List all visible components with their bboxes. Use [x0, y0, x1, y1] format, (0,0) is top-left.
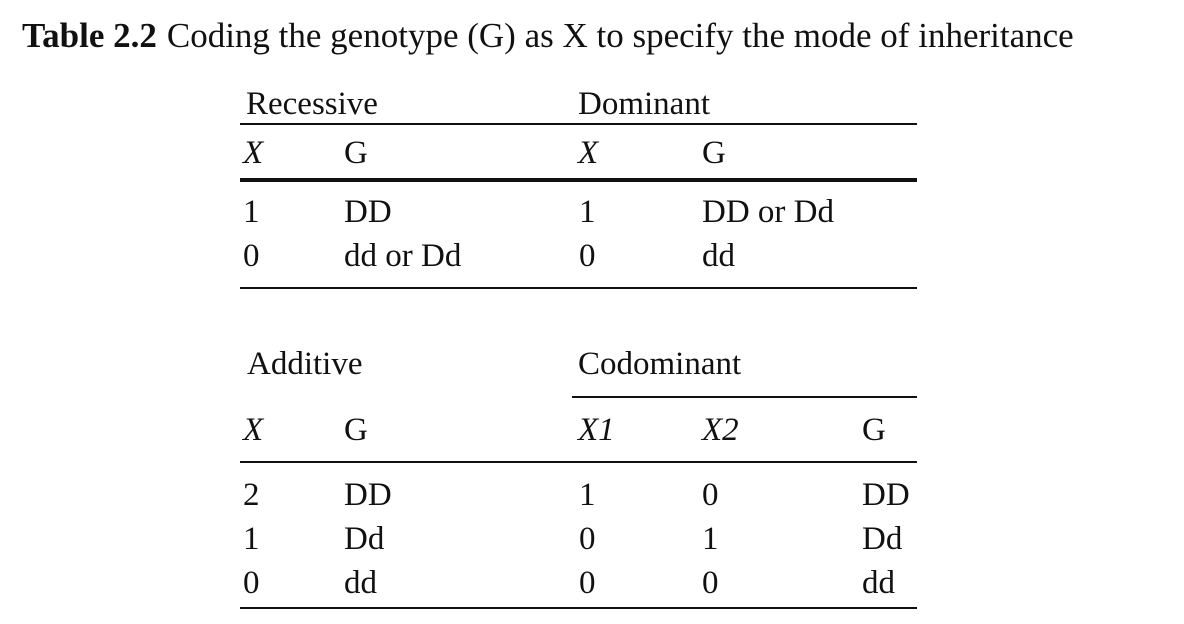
codominant-x1-cell: 1	[579, 477, 596, 513]
recessive-title: Recessive	[246, 86, 378, 122]
recessive-g-cell: dd or Dd	[344, 238, 462, 274]
recessive-header-x: X	[243, 135, 264, 171]
codominant-title: Codominant	[578, 346, 742, 382]
table-number: Table 2.2	[22, 16, 157, 55]
codominant-top-rule	[572, 396, 917, 398]
codominant-x2-cell: 0	[702, 565, 719, 601]
dominant-x-cell: 0	[579, 238, 596, 274]
header-rule	[240, 461, 917, 463]
bottom-rule	[240, 607, 917, 609]
recessive-x-cell: 1	[243, 194, 260, 230]
dominant-header-g: G	[702, 135, 726, 171]
codominant-header-g: G	[862, 412, 886, 448]
codominant-g-cell: Dd	[862, 521, 903, 557]
bottom-rule	[240, 287, 917, 289]
additive-g-cell: Dd	[344, 521, 385, 557]
recessive-header-g: G	[344, 135, 368, 171]
additive-g-cell: dd	[344, 565, 377, 601]
additive-x-cell: 1	[243, 521, 260, 557]
dominant-title: Dominant	[578, 86, 710, 122]
header-rule	[240, 178, 917, 182]
dominant-header-x: X	[578, 135, 599, 171]
additive-title: Additive	[247, 346, 363, 382]
top-rule	[240, 123, 917, 125]
additive-header-g: G	[344, 412, 368, 448]
codominant-g-cell: dd	[862, 565, 895, 601]
codominant-header-x1: X1	[578, 412, 615, 448]
recessive-x-cell: 0	[243, 238, 260, 274]
codominant-x1-cell: 0	[579, 565, 596, 601]
additive-g-cell: DD	[344, 477, 392, 513]
table-caption: Table 2.2 Coding the genotype (G) as X to…	[22, 14, 1074, 58]
dominant-x-cell: 1	[579, 194, 596, 230]
additive-header-x: X	[243, 412, 264, 448]
caption-text: Coding the genotype (G) as X to specify …	[166, 16, 1074, 55]
additive-x-cell: 2	[243, 477, 260, 513]
codominant-x2-cell: 1	[702, 521, 719, 557]
codominant-header-x2: X2	[702, 412, 739, 448]
additive-x-cell: 0	[243, 565, 260, 601]
codominant-g-cell: DD	[862, 477, 910, 513]
dominant-g-cell: dd	[702, 238, 735, 274]
recessive-g-cell: DD	[344, 194, 392, 230]
dominant-g-cell: DD or Dd	[702, 194, 834, 230]
codominant-x2-cell: 0	[702, 477, 719, 513]
codominant-x1-cell: 0	[579, 521, 596, 557]
